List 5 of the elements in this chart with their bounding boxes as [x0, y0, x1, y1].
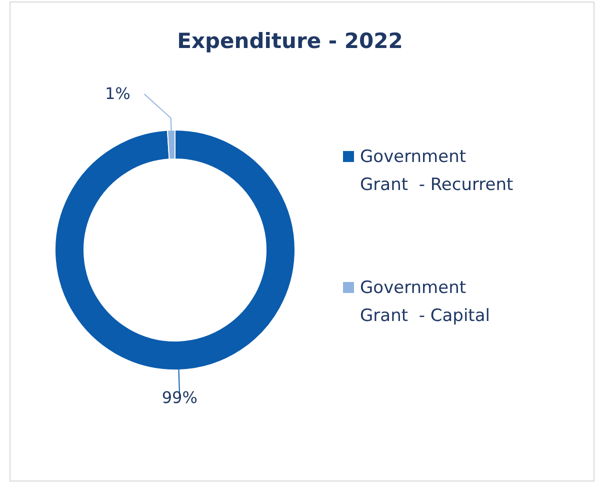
legend-label: Government Grant - Recurrent	[360, 147, 514, 195]
data-label: 1%	[104, 84, 130, 104]
data-label: 99%	[162, 388, 198, 407]
legend-label: Government Grant - Capital	[360, 278, 490, 326]
chart-title: Expenditure - 2022	[177, 29, 403, 53]
